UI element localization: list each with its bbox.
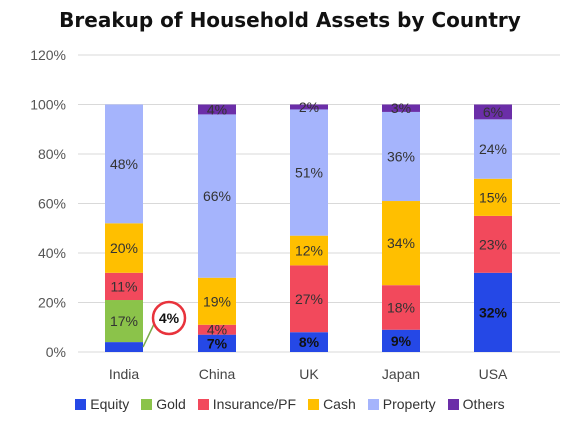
x-tick-label: USA: [479, 366, 508, 382]
annotations: 4%: [142, 300, 187, 348]
y-tick-label: 0%: [46, 344, 66, 360]
bar-segment-others-china: [198, 104, 236, 115]
y-tick-label: 40%: [38, 245, 66, 261]
bar-segment-insurance-pf-china: [198, 324, 236, 335]
data-label: 3%: [391, 100, 411, 116]
bar-segment-insurance-pf-uk: [290, 265, 328, 333]
legend-swatch: [75, 398, 87, 410]
bar-segment-cash-japan: [382, 201, 420, 286]
bar-segment-others-usa: [474, 104, 512, 120]
bar-segment-equity-india: [105, 342, 143, 352]
bar-segment-equity-japan: [382, 329, 420, 352]
legend-swatch: [308, 398, 320, 410]
legend-item-cash: Cash: [308, 396, 356, 412]
data-label: 9%: [391, 333, 412, 349]
data-label: 34%: [387, 235, 415, 251]
legend: Equity Gold Insurance/PF Cash Property Others: [0, 396, 580, 412]
legend-item-insurance-pf: Insurance/PF: [197, 396, 297, 412]
annotation-leader-line: [142, 321, 156, 348]
bar-segment-others-uk: [290, 104, 328, 110]
data-label: 66%: [203, 188, 231, 204]
bar-segment-cash-usa: [474, 178, 512, 216]
data-label: 23%: [479, 236, 507, 252]
data-label: 11%: [111, 278, 138, 294]
data-label: 19%: [203, 293, 231, 309]
data-label: 8%: [299, 334, 320, 350]
bar-segment-property-uk: [290, 109, 328, 236]
y-tick-label: 80%: [38, 146, 66, 162]
legend-label: Gold: [156, 396, 186, 412]
legend-item-property: Property: [367, 396, 436, 412]
bar-segment-property-china: [198, 114, 236, 278]
data-label: 12%: [295, 243, 323, 259]
data-label: 6%: [483, 104, 503, 120]
data-label: 7%: [207, 335, 228, 351]
bar-segment-cash-india: [105, 223, 143, 273]
chart-title: Breakup of Household Assets by Country: [59, 8, 521, 32]
bar-segment-equity-uk: [290, 332, 328, 352]
annotation-label: 4%: [159, 310, 180, 326]
bar-segment-cash-uk: [290, 235, 328, 266]
data-label: 18%: [387, 299, 415, 315]
x-tick-label: Japan: [382, 366, 420, 382]
x-tick-label: China: [199, 366, 236, 382]
legend-swatch: [367, 398, 379, 410]
legend-label: Insurance/PF: [212, 396, 297, 412]
annotation-circle: [151, 300, 187, 336]
bar-segment-insurance-pf-japan: [382, 285, 420, 330]
bar-segment-cash-china: [198, 277, 236, 325]
bar-segment-equity-china: [198, 334, 236, 352]
data-label: 2%: [299, 99, 319, 115]
data-label: 15%: [479, 189, 507, 205]
legend-item-others: Others: [447, 396, 505, 412]
bar-segment-property-india: [105, 104, 143, 224]
bar-segment-insurance-pf-india: [105, 272, 143, 301]
data-label: 20%: [110, 240, 138, 256]
bar-segment-property-usa: [474, 119, 512, 179]
data-label: 4%: [207, 322, 227, 338]
data-label: 32%: [479, 304, 508, 320]
data-label: 27%: [295, 291, 323, 307]
y-tick-label: 60%: [38, 196, 66, 212]
x-axis-ticks: India China UK Japan USA: [109, 366, 508, 382]
data-label: 17%: [110, 313, 138, 329]
legend-swatch: [141, 398, 153, 410]
legend-label: Property: [382, 396, 436, 412]
bar-segment-gold-india: [105, 300, 143, 343]
data-label: 4%: [207, 101, 227, 117]
bar-segment-property-japan: [382, 111, 420, 202]
legend-item-equity: Equity: [75, 396, 129, 412]
bar-segment-others-japan: [382, 104, 420, 112]
y-tick-label: 100%: [30, 97, 66, 113]
bar-segment-insurance-pf-usa: [474, 215, 512, 273]
legend-label: Others: [462, 396, 505, 412]
data-label: 48%: [110, 156, 138, 172]
x-tick-label: India: [109, 366, 140, 382]
legend-label: Cash: [323, 396, 356, 412]
data-label: 24%: [479, 141, 507, 157]
data-label: 51%: [295, 165, 323, 181]
legend-item-gold: Gold: [141, 396, 186, 412]
y-tick-label: 20%: [38, 295, 66, 311]
data-label: 36%: [387, 148, 415, 164]
y-tick-label: 120%: [30, 47, 66, 63]
x-tick-label: UK: [299, 366, 319, 382]
legend-label: Equity: [90, 396, 130, 412]
y-axis-ticks: 0% 20% 40% 60% 80% 100% 120%: [30, 47, 66, 360]
legend-swatch: [197, 398, 209, 410]
legend-swatch: [447, 398, 459, 410]
bars: 17%11%20%48%7%4%19%66%4%8%27%12%51%2%9%1…: [105, 99, 512, 352]
bar-segment-equity-usa: [474, 272, 512, 352]
